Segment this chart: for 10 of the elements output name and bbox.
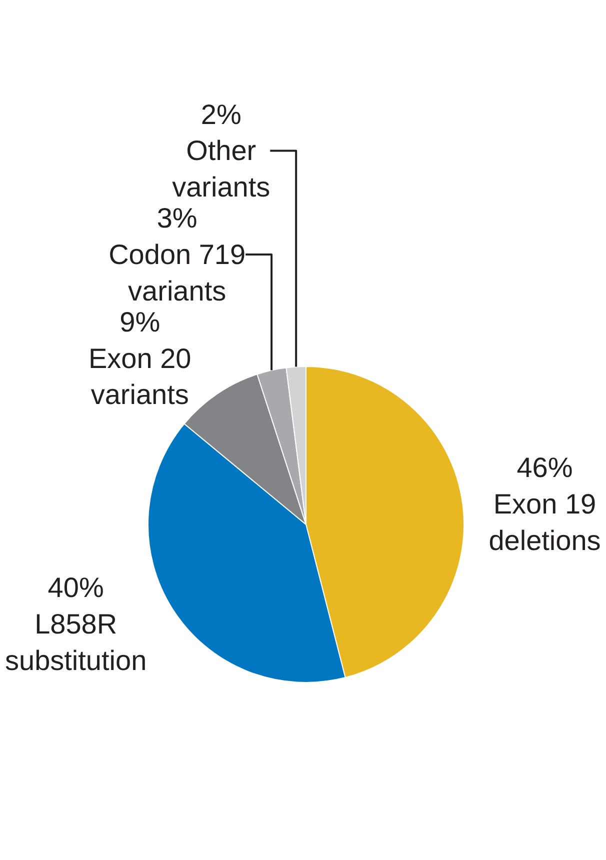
slice-label: Codon 719 variants [108, 239, 246, 306]
data-label: 3% [156, 202, 198, 234]
slice-label: Exon 19 deletions [488, 488, 601, 556]
slice-label: Other variants [172, 135, 270, 203]
slice-label: Exon 20 variants [88, 342, 192, 410]
data-label: 46% [516, 452, 573, 483]
data-label: 40% [48, 572, 104, 604]
slice-label: L858R substitution [5, 608, 147, 676]
data-label: 9% [120, 306, 160, 338]
data-label: 2% [200, 98, 242, 130]
